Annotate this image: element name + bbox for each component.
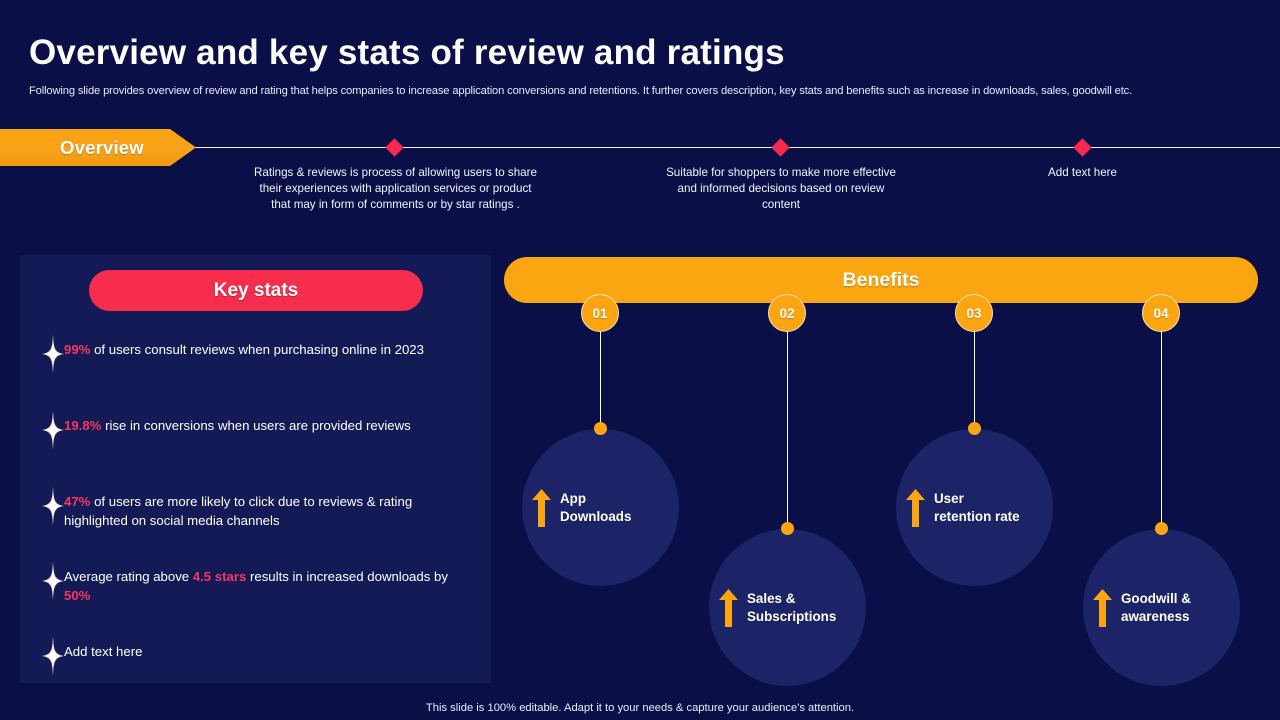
key-stat-rest: of users consult reviews when purchasing… [90, 342, 424, 357]
benefit-number-1[interactable]: 01 [581, 294, 619, 332]
up-arrow-icon [719, 588, 738, 627]
benefit-label-1: App Downloads [560, 490, 632, 524]
key-stat-prefix: Average rating above [64, 569, 193, 584]
key-stat-value-2: 50% [64, 588, 91, 603]
benefit-connector-dot-3 [968, 422, 981, 435]
benefit-label-4: Goodwill & awareness [1121, 590, 1191, 624]
key-stat-item-1[interactable]: 99% of users consult reviews when purcha… [42, 334, 457, 374]
key-stat-item-3[interactable]: 47% of users are more likely to click du… [42, 486, 457, 530]
benefit-connector-1 [600, 300, 602, 428]
sparkle-bullet-icon [42, 561, 64, 601]
overview-tag-label: Overview [60, 136, 144, 158]
up-arrow-icon [906, 488, 925, 527]
benefit-connector-dot-4 [1155, 522, 1168, 535]
benefit-connector-dot-1 [594, 422, 607, 435]
up-arrow-icon [532, 488, 551, 527]
key-stats-header[interactable]: Key stats [89, 270, 423, 311]
timeline-axis [186, 147, 1280, 149]
benefit-connector-3 [974, 300, 976, 428]
key-stat-value: 47% [64, 494, 91, 509]
key-stats-title: Key stats [213, 279, 299, 301]
key-stat-value: 19.8% [64, 418, 102, 433]
key-stat-rest: rise in conversions when users are provi… [101, 418, 411, 433]
up-arrow-icon [1093, 588, 1112, 627]
benefit-content-1: App Downloads [532, 488, 632, 527]
benefit-circle-4[interactable]: Goodwill & awareness [1083, 529, 1240, 686]
diamond-marker-icon [1073, 138, 1092, 157]
benefit-connector-dot-2 [781, 522, 794, 535]
page-title: Overview and key stats of review and rat… [29, 33, 785, 72]
diamond-marker-icon [771, 138, 790, 157]
benefit-circle-3[interactable]: User retention rate [896, 429, 1053, 586]
benefit-circle-1[interactable]: App Downloads [522, 429, 679, 586]
key-stat-item-2[interactable]: 19.8% rise in conversions when users are… [42, 410, 457, 450]
key-stat-item-5-text: Add text here [64, 644, 143, 659]
footer-note: This slide is 100% editable. Adapt it to… [425, 702, 855, 714]
benefits-title: Benefits [842, 268, 920, 291]
benefit-circle-2[interactable]: Sales & Subscriptions [709, 529, 866, 686]
sparkle-bullet-icon [42, 486, 64, 526]
benefit-connector-4 [1161, 300, 1163, 528]
sparkle-bullet-icon [42, 410, 64, 450]
timeline-node-2-text: Suitable for shoppers to make more effec… [666, 166, 896, 212]
timeline-node-1-text: Ratings & reviews is process of allowing… [254, 166, 537, 212]
benefit-number-3[interactable]: 03 [955, 294, 993, 332]
benefit-label-2: Sales & Subscriptions [747, 590, 837, 624]
benefits-header[interactable]: Benefits [504, 257, 1258, 303]
key-stat-item-1-text: 99% of users consult reviews when purcha… [64, 338, 424, 359]
key-stats-panel [20, 255, 491, 683]
key-stat-item-4[interactable]: Average rating above 4.5 stars results i… [42, 561, 457, 605]
key-stat-rest: of users are more likely to click due to… [64, 494, 413, 528]
page-subtitle: Following slide provides overview of rev… [29, 85, 1133, 97]
benefit-content-4: Goodwill & awareness [1093, 588, 1191, 627]
key-stat-rest: results in increased downloads by [246, 569, 448, 584]
diamond-marker-icon [385, 138, 404, 157]
key-stat-item-3-text: 47% of users are more likely to click du… [64, 490, 457, 530]
benefit-content-2: Sales & Subscriptions [719, 588, 837, 627]
key-stat-value: 99% [64, 342, 91, 357]
benefit-connector-2 [787, 300, 789, 528]
benefit-number-2[interactable]: 02 [768, 294, 806, 332]
overview-tag[interactable]: Overview [0, 129, 196, 166]
sparkle-bullet-icon [42, 636, 64, 676]
key-stat-item-4-text: Average rating above 4.5 stars results i… [64, 565, 457, 605]
benefit-content-3: User retention rate [906, 488, 1020, 527]
timeline-node-3-text: Add text here [1048, 166, 1117, 179]
benefit-number-4[interactable]: 04 [1142, 294, 1180, 332]
sparkle-bullet-icon [42, 334, 64, 374]
key-stat-item-5[interactable]: Add text here [42, 636, 457, 676]
key-stat-item-2-text: 19.8% rise in conversions when users are… [64, 414, 411, 435]
benefit-label-3: User retention rate [934, 490, 1020, 524]
key-stat-value: 4.5 stars [192, 569, 247, 584]
